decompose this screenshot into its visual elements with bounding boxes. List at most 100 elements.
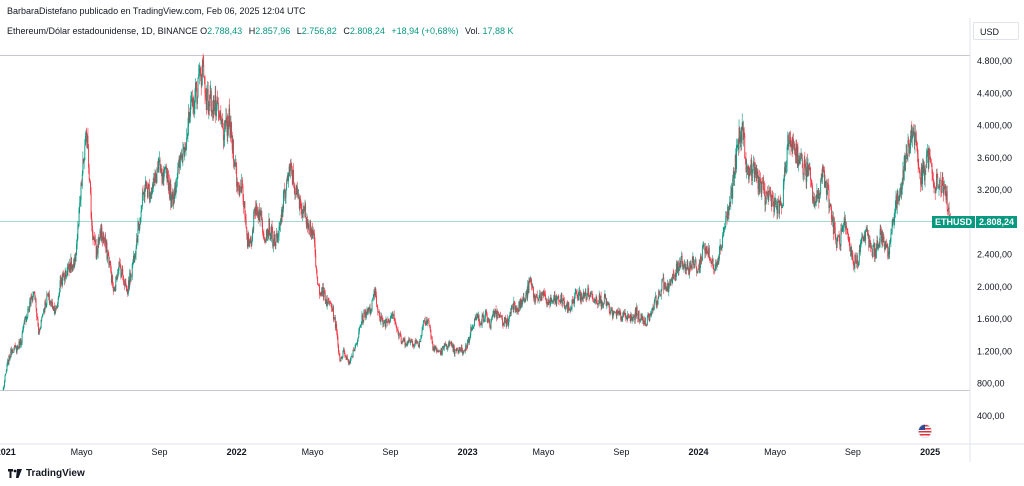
candle [639, 318, 641, 325]
candle-body [159, 159, 161, 171]
candle [615, 311, 617, 313]
candle [238, 182, 239, 192]
candle-body [655, 295, 657, 306]
candle-body [361, 314, 363, 324]
candle-body [307, 219, 308, 228]
candle-body [528, 279, 530, 293]
candle-body [200, 68, 202, 77]
us-flag-icon[interactable] [918, 424, 932, 438]
candle-body [598, 303, 600, 305]
candle [172, 188, 174, 208]
candle [329, 300, 331, 304]
candle [631, 316, 633, 324]
candle [941, 185, 942, 197]
candle [314, 237, 316, 258]
candle [179, 152, 181, 171]
candle-body [182, 148, 184, 163]
candle [937, 173, 939, 190]
candle [160, 164, 162, 177]
candle-body [34, 299, 36, 300]
candle-body [779, 200, 780, 214]
candle-body [208, 104, 210, 107]
candle-body [690, 265, 692, 269]
time-axis[interactable]: 2021MayoSep2022MayoSep2023MayoSep2024May… [0, 447, 940, 457]
candle [525, 289, 527, 297]
candle [569, 307, 571, 314]
candle-body [561, 293, 563, 304]
candle-body [347, 359, 349, 361]
price-axis[interactable]: 400,00800,001.200,001.600,002.000,002.40… [977, 56, 1012, 421]
candle-body [39, 329, 41, 331]
candle [81, 179, 83, 187]
candle [792, 134, 794, 154]
candle [301, 203, 303, 219]
candle-body [281, 209, 283, 222]
candle [646, 315, 648, 326]
candle [165, 166, 167, 170]
candle-body [491, 318, 493, 320]
tradingview-brand[interactable]: TradingView [8, 468, 85, 479]
candle-body [255, 205, 257, 215]
candle [560, 295, 562, 305]
candle [357, 336, 359, 342]
candle [505, 315, 507, 324]
candle-body [621, 316, 623, 321]
candle-body [844, 218, 846, 221]
candle-body [925, 155, 927, 168]
candle [275, 233, 277, 250]
candle [930, 158, 932, 168]
candle-body [398, 333, 400, 337]
candle [84, 132, 86, 146]
candle [484, 315, 486, 323]
candle [23, 320, 25, 328]
candle-body [844, 218, 846, 228]
candle-body [242, 186, 244, 199]
candle [906, 154, 908, 161]
candle [644, 316, 646, 325]
candle [110, 260, 112, 274]
candle-body [437, 350, 439, 351]
candle-body [827, 182, 829, 190]
candle [239, 184, 241, 197]
candle [288, 171, 289, 188]
candle-body [479, 323, 481, 325]
candle [926, 150, 928, 158]
candle-body [719, 244, 721, 247]
candle [119, 257, 121, 268]
candle [813, 193, 815, 208]
candle-body [299, 198, 301, 209]
candle-body [470, 327, 472, 336]
candle [223, 134, 225, 148]
candle-body [20, 340, 22, 345]
candle-body [445, 343, 446, 346]
candle [277, 231, 279, 244]
candle-body [43, 309, 45, 314]
candle-body [276, 233, 277, 235]
candle [678, 266, 680, 276]
candle [462, 351, 464, 356]
candle-body [897, 191, 899, 200]
candle [479, 323, 481, 326]
candle [632, 314, 634, 322]
symbol-name[interactable]: Ethereum/Dólar estadounidense, 1D, BINAN… [7, 26, 198, 36]
candle [156, 167, 158, 184]
candle-body [346, 356, 348, 360]
candle [808, 164, 810, 176]
currency-selector[interactable]: USD [973, 22, 1019, 40]
candle-body [191, 98, 193, 106]
candle [778, 199, 780, 218]
candle [913, 124, 915, 150]
candle [400, 334, 402, 345]
candle-body [427, 320, 429, 324]
candle-body [486, 310, 488, 316]
candle-body [241, 179, 243, 192]
candle [186, 133, 188, 140]
candle [366, 306, 368, 315]
candle-body [320, 291, 322, 296]
candle-body [372, 297, 374, 299]
candle [418, 344, 420, 348]
candle-body [556, 297, 558, 299]
candle [310, 227, 312, 240]
candle [62, 270, 64, 277]
